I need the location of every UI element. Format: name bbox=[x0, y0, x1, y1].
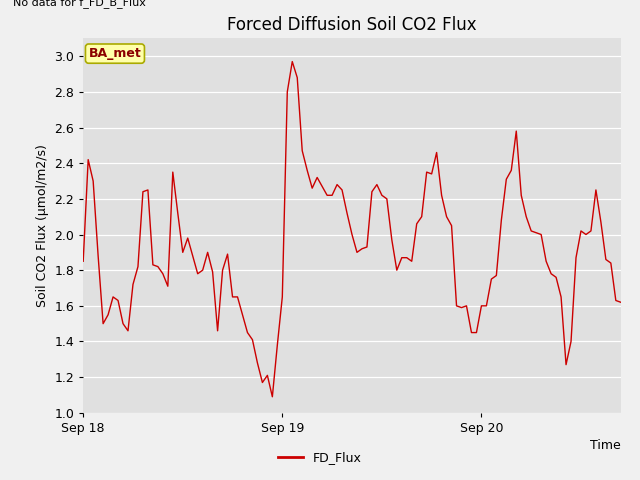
Y-axis label: Soil CO2 Flux (µmol/m2/s): Soil CO2 Flux (µmol/m2/s) bbox=[36, 144, 49, 307]
Text: BA_met: BA_met bbox=[88, 47, 141, 60]
Text: No data for f_FD_B_Flux: No data for f_FD_B_Flux bbox=[13, 0, 146, 9]
Text: Time: Time bbox=[590, 439, 621, 452]
Legend: FD_Flux: FD_Flux bbox=[273, 446, 367, 469]
Title: Forced Diffusion Soil CO2 Flux: Forced Diffusion Soil CO2 Flux bbox=[227, 16, 477, 34]
